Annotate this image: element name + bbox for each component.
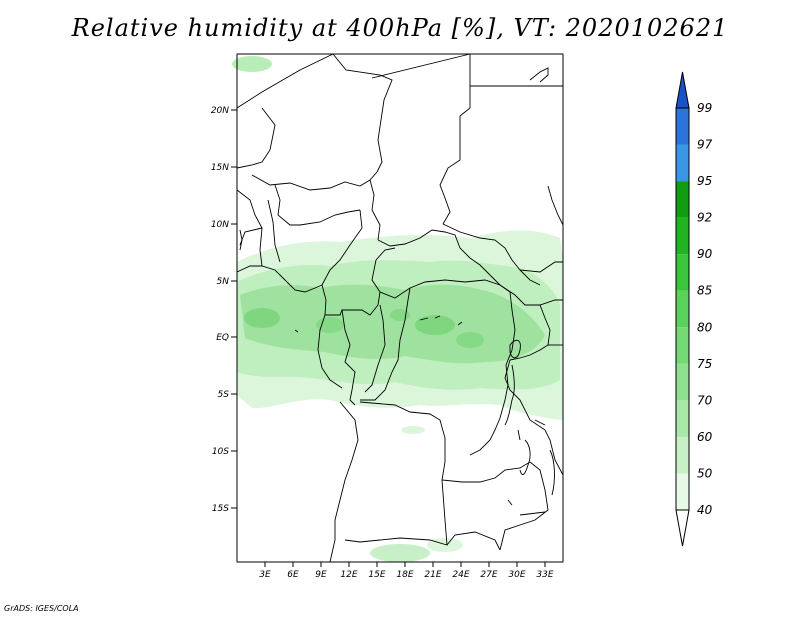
colorbar-box — [676, 108, 689, 145]
lon-label: 18E — [396, 570, 413, 580]
colorbar-box — [676, 290, 689, 328]
colorbar-box — [676, 327, 689, 364]
colorbar-box — [676, 254, 689, 291]
map-frame — [236, 53, 564, 563]
colorbar-box — [676, 144, 689, 182]
lon-label: 6E — [287, 570, 299, 580]
lon-label: 15E — [368, 570, 385, 580]
lon-label: 24E — [452, 570, 469, 580]
colorbar-label: 85 — [697, 284, 712, 298]
lat-label: 10N — [211, 220, 229, 230]
humidity-shading — [232, 56, 563, 562]
lon-label: 12E — [340, 570, 357, 580]
lat-label: 5N — [217, 277, 230, 287]
colorbar: 40 50 60 70 75 80 85 90 92 95 97 99 — [675, 71, 713, 547]
map-title: Relative humidity at 400hPa [%], VT: 202… — [71, 14, 729, 42]
lat-label: EQ — [216, 333, 229, 343]
colorbar-box — [676, 473, 689, 510]
colorbar-outline — [675, 107, 690, 511]
lon-label: 30E — [508, 570, 525, 580]
colorbar-max-arrow — [675, 71, 690, 109]
colorbar-label: 80 — [697, 320, 713, 334]
colorbar-label: 97 — [697, 138, 713, 152]
colorbar-label: 99 — [697, 101, 712, 115]
colorbar-label: 92 — [697, 211, 712, 225]
colorbar-label: 75 — [697, 357, 712, 371]
grads-credit: GrADS: IGES/COLA — [4, 604, 79, 613]
colorbar-box — [676, 436, 689, 474]
lon-label: 3E — [259, 570, 271, 580]
lat-label: 15S — [212, 504, 229, 514]
lon-label: 33E — [536, 570, 553, 580]
lon-label: 9E — [315, 570, 327, 580]
lon-label: 21E — [424, 570, 441, 580]
lon-axis: 3E 6E 9E 12E 15E 18E 21E 24E 27E 30E 33E — [259, 562, 554, 580]
colorbar-label: 70 — [697, 393, 713, 407]
colorbar-label: 90 — [697, 247, 713, 261]
colorbar-label: 40 — [697, 503, 713, 517]
colorbar-box — [676, 363, 689, 401]
lat-axis: 20N 15N 10N 5N EQ 5S 10S 15S — [211, 106, 237, 514]
colorbar-label: 60 — [697, 430, 713, 444]
colorbar-box — [676, 217, 689, 255]
lat-label: 15N — [211, 163, 229, 173]
lat-label: 10S — [212, 447, 229, 457]
country-borders — [236, 53, 564, 563]
colorbar-label: 50 — [697, 466, 713, 480]
colorbar-min-arrow — [675, 509, 690, 547]
lat-label: 5S — [218, 390, 230, 400]
colorbar-box — [676, 400, 689, 437]
lon-label: 27E — [480, 570, 497, 580]
colorbar-label: 95 — [697, 174, 712, 188]
colorbar-box — [676, 181, 689, 218]
lat-label: 20N — [211, 106, 229, 116]
